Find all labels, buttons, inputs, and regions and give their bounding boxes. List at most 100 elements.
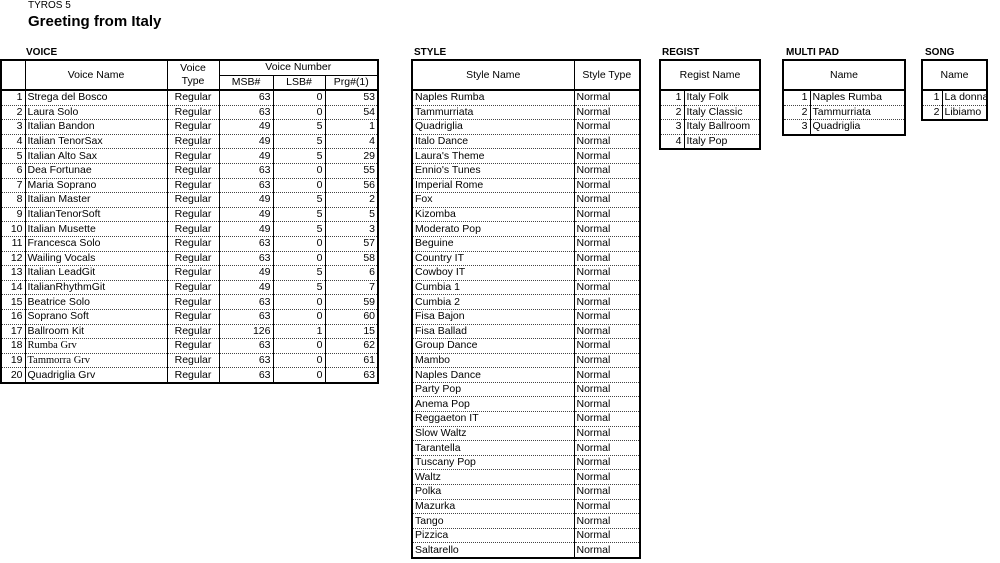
style-type: Normal (573, 455, 641, 471)
voice-row: 8 Italian Master Regular 49 5 2 (0, 192, 379, 208)
style-row: Moderato Pop Normal (411, 221, 641, 237)
voice-row: 14 ItalianRhythmGit Regular 49 5 7 (0, 280, 379, 296)
style-row: Tango Normal (411, 513, 641, 529)
style-name: Laura's Theme (411, 148, 575, 164)
style-name: Country IT (411, 251, 575, 267)
style-row: Party Pop Normal (411, 382, 641, 398)
prg-value: 58 (324, 251, 379, 267)
voice-name: Ballroom Kit (24, 324, 168, 340)
multipad-row: 2 Tammurriata (782, 105, 906, 121)
msb-value: 49 (218, 265, 274, 281)
voice-name: Rumba Grv (24, 338, 168, 354)
row-number: 10 (0, 221, 26, 237)
row-number: 2 (0, 105, 26, 121)
style-type: Normal (573, 265, 641, 281)
style-name: Beguine (411, 236, 575, 252)
lsb-value: 0 (272, 251, 326, 267)
voice-number-header: Voice Number (218, 59, 379, 76)
voice-type: Regular (166, 163, 220, 179)
voice-type: Regular (166, 148, 220, 164)
style-type: Normal (573, 192, 641, 208)
voice-name: ItalianRhythmGit (24, 280, 168, 296)
style-row: Tuscany Pop Normal (411, 455, 641, 471)
row-number: 7 (0, 178, 26, 194)
style-section-title: STYLE (414, 47, 447, 58)
voice-name-header: Voice Name (24, 59, 168, 91)
regist-section-title: REGIST (662, 47, 700, 58)
row-number: 9 (0, 207, 26, 223)
voice-name: Italian Musette (24, 221, 168, 237)
voice-name: Maria Soprano (24, 178, 168, 194)
style-row: Pizzica Normal (411, 528, 641, 544)
lsb-value: 0 (272, 353, 326, 369)
style-name-header: Style Name (411, 59, 575, 91)
song-name-header: Name (921, 59, 988, 91)
multipad-row: 3 Quadriglia (782, 119, 906, 136)
multipad-section-title: MULTI PAD (786, 47, 839, 58)
style-name: Cowboy IT (411, 265, 575, 281)
lsb-value: 0 (272, 236, 326, 252)
style-row: Fisa Ballad Normal (411, 324, 641, 340)
row-number: 13 (0, 265, 26, 281)
row-number: 1 (921, 88, 943, 106)
style-row: Tammurriata Normal (411, 105, 641, 121)
style-name: Imperial Rome (411, 178, 575, 194)
prg-value: 3 (324, 221, 379, 237)
song-table: Name 1 La donna 2 Libiamo (921, 59, 989, 122)
row-number: 16 (0, 309, 26, 325)
row-number: 14 (0, 280, 26, 296)
prg-value: 29 (324, 148, 379, 164)
style-row: Cumbia 1 Normal (411, 280, 641, 296)
voice-name: Quadriglia Grv (24, 367, 168, 384)
voice-type: Regular (166, 309, 220, 325)
voice-row: 11 Francesca Solo Regular 63 0 57 (0, 236, 379, 252)
row-number: 6 (0, 163, 26, 179)
voice-type: Regular (166, 251, 220, 267)
row-number: 2 (921, 105, 943, 121)
lsb-value: 5 (272, 221, 326, 237)
voice-row: 15 Beatrice Solo Regular 63 0 59 (0, 294, 379, 310)
style-name: Kizomba (411, 207, 575, 223)
style-name: Tarantella (411, 440, 575, 456)
style-type: Normal (573, 440, 641, 456)
row-number: 15 (0, 294, 26, 310)
regist-name-header: Regist Name (659, 59, 761, 91)
style-name: Naples Dance (411, 367, 575, 383)
voice-type: Regular (166, 221, 220, 237)
voice-row: 9 ItalianTenorSoft Regular 49 5 5 (0, 207, 379, 223)
lsb-value: 0 (272, 163, 326, 179)
voice-name: Francesca Solo (24, 236, 168, 252)
style-name: Naples Rumba (411, 88, 575, 106)
voice-type: Regular (166, 192, 220, 208)
msb-value: 63 (218, 367, 274, 384)
row-number: 5 (0, 148, 26, 164)
style-type: Normal (573, 221, 641, 237)
song-name: Libiamo (941, 105, 988, 121)
lsb-header: LSB# (272, 74, 326, 91)
regist-row: 2 Italy Classic (659, 105, 761, 121)
song-row: 1 La donna (921, 88, 988, 106)
row-number: 20 (0, 367, 26, 384)
msb-value: 63 (218, 178, 274, 194)
style-name: Cumbia 1 (411, 280, 575, 296)
brand-label: TYROS 5 (28, 0, 71, 11)
style-name: Saltarello (411, 542, 575, 559)
style-name: Cumbia 2 (411, 294, 575, 310)
voice-type: Regular (166, 207, 220, 223)
style-row: Fisa Bajon Normal (411, 309, 641, 325)
row-number: 11 (0, 236, 26, 252)
lsb-value: 5 (272, 265, 326, 281)
style-type: Normal (573, 163, 641, 179)
style-type: Normal (573, 88, 641, 106)
lsb-value: 5 (272, 280, 326, 296)
voice-table: Voice Name Voice Type Voice Number MSB# LSB… (0, 59, 380, 384)
msb-value: 49 (218, 119, 274, 135)
style-type: Normal (573, 134, 641, 150)
style-type: Normal (573, 513, 641, 529)
msb-value: 49 (218, 192, 274, 208)
style-row: Waltz Normal (411, 469, 641, 486)
prg-value: 60 (324, 309, 379, 325)
voice-row: 3 Italian Bandon Regular 49 5 1 (0, 119, 379, 135)
row-number: 19 (0, 353, 26, 369)
msb-value: 126 (218, 324, 274, 340)
